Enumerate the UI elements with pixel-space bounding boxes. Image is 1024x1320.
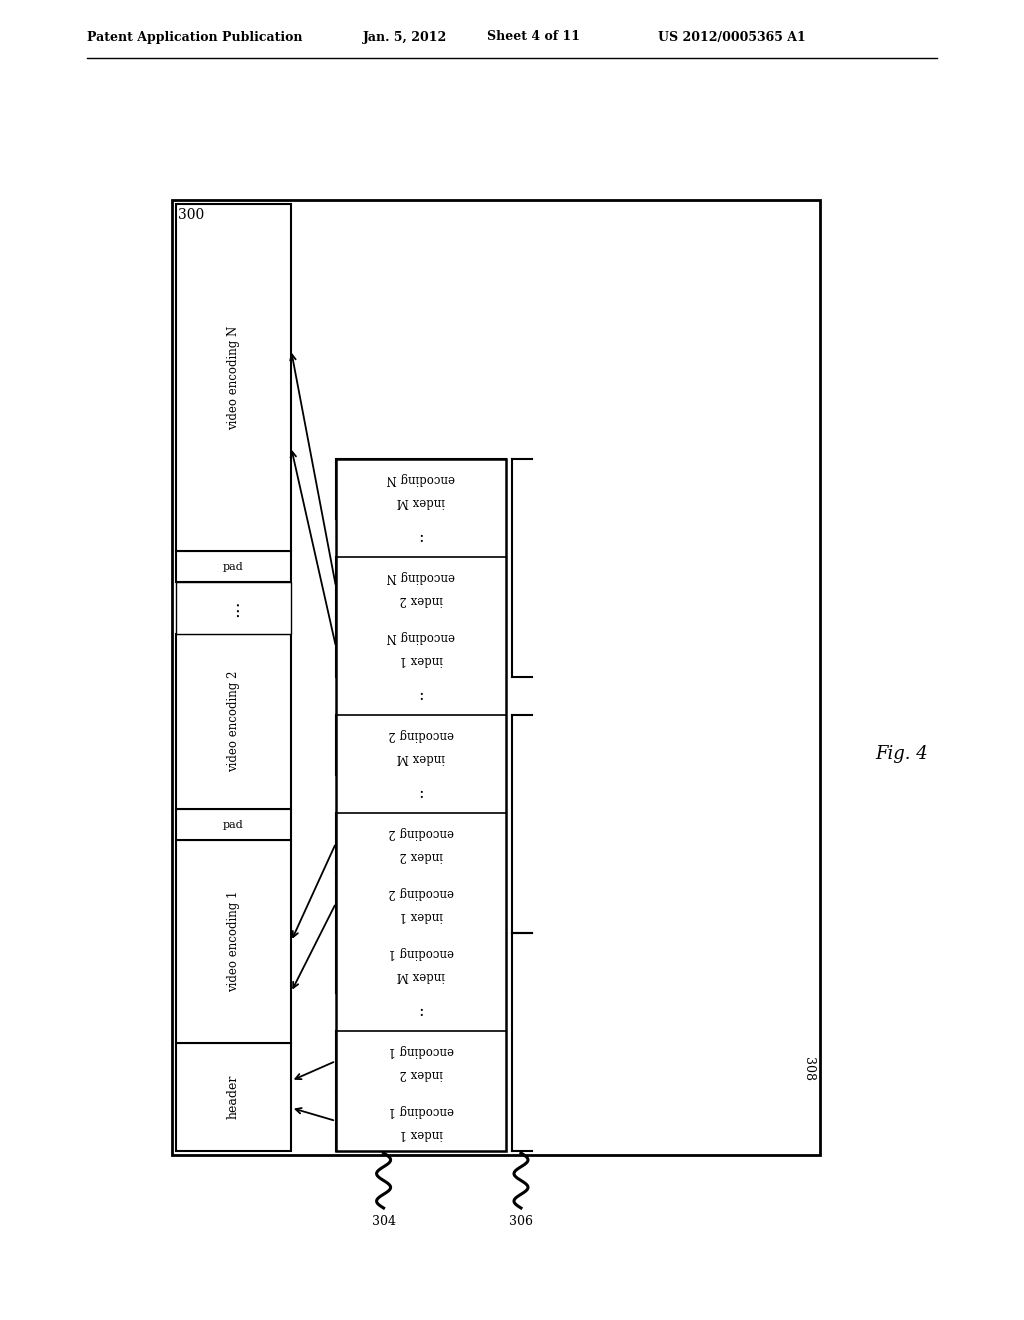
Text: encoding 1: encoding 1	[388, 1044, 454, 1057]
Text: header: header	[227, 1074, 240, 1119]
Text: index M: index M	[397, 495, 445, 507]
Bar	[176, 205, 291, 550]
Bar	[336, 557, 506, 616]
Text: encoding N: encoding N	[387, 570, 456, 583]
Text: encoding N: encoding N	[387, 473, 456, 486]
Text: encoding 2: encoding 2	[388, 886, 454, 899]
Bar	[176, 840, 291, 1043]
Text: index 1: index 1	[399, 1126, 442, 1139]
Bar	[336, 1031, 506, 1092]
Text: encoding 1: encoding 1	[388, 946, 454, 960]
Text: :: :	[418, 785, 424, 803]
Bar	[176, 1043, 291, 1151]
Bar	[336, 616, 506, 677]
Text: Sheet 4 of 11: Sheet 4 of 11	[487, 30, 580, 44]
Bar	[336, 459, 506, 1151]
Bar	[336, 873, 506, 933]
Text: encoding 2: encoding 2	[388, 729, 454, 742]
Text: 306: 306	[509, 1214, 534, 1228]
Text: pad: pad	[223, 561, 244, 572]
Text: :: :	[418, 688, 424, 705]
Text: index M: index M	[397, 751, 445, 763]
Text: 308: 308	[802, 1057, 814, 1081]
Bar	[176, 582, 291, 634]
Bar	[336, 933, 506, 993]
Text: encoding 1: encoding 1	[388, 1105, 454, 1117]
Text: index 1: index 1	[399, 908, 442, 921]
Text: video encoding N: video encoding N	[227, 325, 240, 429]
Bar	[336, 1092, 506, 1151]
Text: Jan. 5, 2012: Jan. 5, 2012	[362, 30, 447, 44]
Text: encoding 2: encoding 2	[388, 826, 454, 840]
Bar	[336, 715, 506, 775]
Text: index M: index M	[397, 969, 445, 982]
Bar	[336, 459, 506, 519]
Text: Fig. 4: Fig. 4	[874, 744, 928, 763]
Text: Patent Application Publication: Patent Application Publication	[87, 30, 302, 44]
Text: US 2012/0005365 A1: US 2012/0005365 A1	[658, 30, 806, 44]
Bar	[176, 809, 291, 840]
Bar	[172, 201, 820, 1155]
Text: index 2: index 2	[399, 593, 442, 606]
Text: video encoding 2: video encoding 2	[227, 671, 240, 772]
Text: encoding N: encoding N	[387, 630, 456, 643]
Text: index 2: index 2	[399, 1067, 442, 1080]
Text: index 1: index 1	[399, 652, 442, 665]
Bar	[176, 634, 291, 809]
Bar	[176, 550, 291, 582]
Text: :: :	[418, 1003, 424, 1020]
Text: ...: ...	[224, 599, 243, 616]
Text: index 2: index 2	[399, 849, 442, 862]
Text: video encoding 1: video encoding 1	[227, 891, 240, 993]
Bar	[336, 813, 506, 873]
Text: :: :	[418, 529, 424, 546]
Text: 304: 304	[372, 1214, 395, 1228]
Text: 300: 300	[178, 209, 204, 222]
Text: pad: pad	[223, 820, 244, 829]
